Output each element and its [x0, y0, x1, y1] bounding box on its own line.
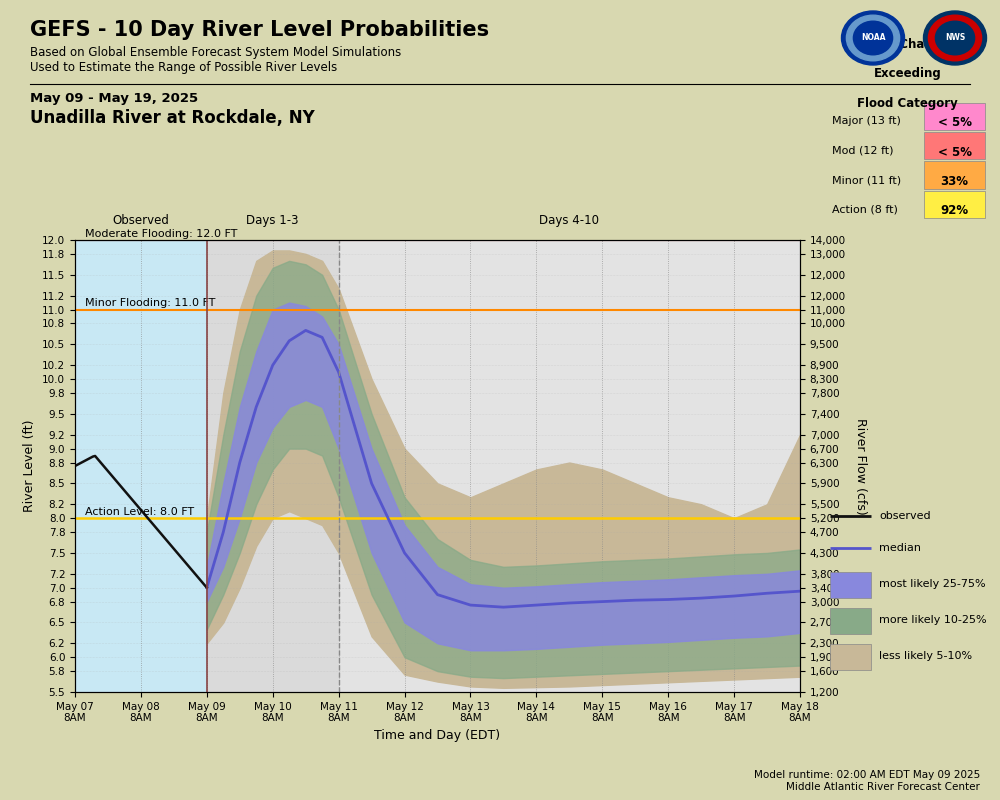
X-axis label: Time and Day (EDT): Time and Day (EDT): [374, 729, 501, 742]
Text: NOAA: NOAA: [861, 34, 885, 42]
Bar: [830, 608, 871, 634]
Text: Used to Estimate the Range of Possible River Levels: Used to Estimate the Range of Possible R…: [30, 61, 337, 74]
Bar: [339, 240, 800, 692]
Circle shape: [935, 22, 975, 54]
Bar: [924, 190, 985, 218]
Circle shape: [928, 15, 982, 61]
Text: Moderate Flooding: 12.0 FT: Moderate Flooding: 12.0 FT: [85, 229, 237, 238]
Circle shape: [853, 22, 893, 54]
Text: median: median: [879, 543, 921, 553]
Text: < 5%: < 5%: [938, 116, 972, 130]
Text: Based on Global Ensemble Forecast System Model Simulations: Based on Global Ensemble Forecast System…: [30, 46, 401, 59]
Bar: [830, 572, 871, 598]
Text: Action Level: 8.0 FT: Action Level: 8.0 FT: [85, 506, 194, 517]
Y-axis label: River Flow (cfs): River Flow (cfs): [854, 418, 867, 514]
Text: Minor (11 ft): Minor (11 ft): [832, 175, 901, 185]
Bar: [924, 102, 985, 130]
Text: Mod (12 ft): Mod (12 ft): [832, 146, 893, 156]
Text: more likely 10-25%: more likely 10-25%: [879, 615, 987, 625]
Bar: [924, 132, 985, 159]
Text: most likely 25-75%: most likely 25-75%: [879, 579, 986, 589]
Text: Days 1-3: Days 1-3: [246, 214, 299, 227]
Text: May 09 - May 19, 2025: May 09 - May 19, 2025: [30, 92, 198, 105]
Text: less likely 5-10%: less likely 5-10%: [879, 651, 973, 661]
Text: 33%: 33%: [941, 175, 969, 188]
Text: 10-Day Chance of: 10-Day Chance of: [849, 38, 966, 51]
Circle shape: [924, 11, 986, 65]
Bar: [207, 240, 339, 692]
Bar: [924, 162, 985, 189]
Text: Minor Flooding: 11.0 FT: Minor Flooding: 11.0 FT: [85, 298, 215, 308]
Circle shape: [846, 15, 900, 61]
Text: Model runtime: 02:00 AM EDT May 09 2025
Middle Atlantic River Forecast Center: Model runtime: 02:00 AM EDT May 09 2025 …: [754, 770, 980, 792]
Circle shape: [842, 11, 904, 65]
Text: Action (8 ft): Action (8 ft): [832, 205, 897, 214]
Text: Days 4-10: Days 4-10: [539, 214, 599, 227]
Text: observed: observed: [879, 511, 931, 521]
Text: 92%: 92%: [940, 205, 969, 218]
Text: Major (13 ft): Major (13 ft): [832, 116, 900, 126]
Bar: [75, 240, 207, 692]
Text: Observed: Observed: [112, 214, 169, 227]
Text: NWS: NWS: [945, 34, 965, 42]
Y-axis label: River Level (ft): River Level (ft): [23, 420, 36, 512]
Text: Exceeding: Exceeding: [874, 67, 941, 80]
Text: Unadilla River at Rockdale, NY: Unadilla River at Rockdale, NY: [30, 109, 315, 126]
Bar: [830, 644, 871, 670]
Text: Flood Category: Flood Category: [857, 97, 958, 110]
Text: GEFS - 10 Day River Level Probabilities: GEFS - 10 Day River Level Probabilities: [30, 20, 489, 40]
Text: < 5%: < 5%: [938, 146, 972, 158]
